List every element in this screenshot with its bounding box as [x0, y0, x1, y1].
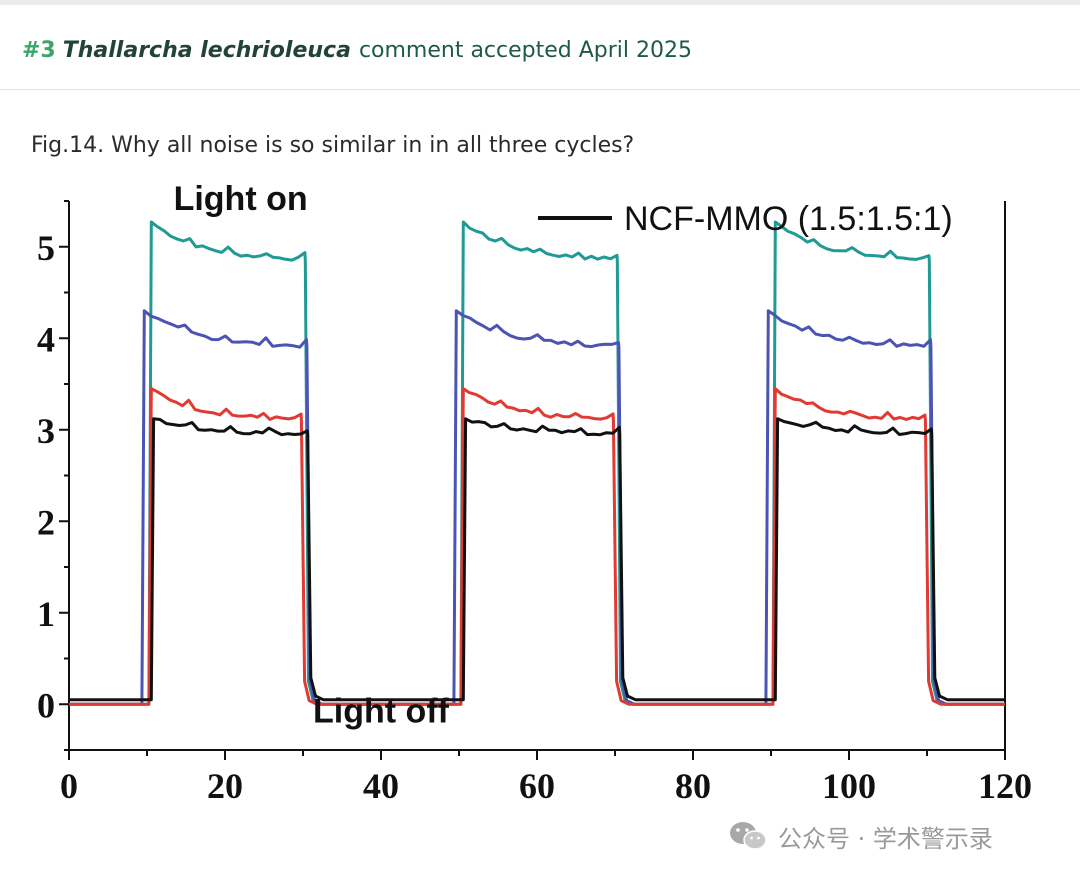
y-tick-label: 0: [37, 685, 55, 725]
comment-number: #3: [22, 37, 56, 63]
series-line-3: [69, 387, 1005, 706]
wechat-icon: [730, 822, 767, 850]
x-tick-label: 120: [978, 766, 1032, 806]
y-tick-label: 4: [37, 319, 55, 359]
x-tick-label: 100: [822, 766, 876, 806]
series-line-2: [69, 309, 1005, 706]
x-tick-label: 20: [207, 766, 243, 806]
legend-label: NCF-MMO (1.5:1.5:1): [624, 200, 953, 238]
comment-header: #3 Thallarcha lechrioleuca comment accep…: [22, 30, 692, 70]
light-off-annotation: Light off: [313, 693, 450, 731]
y-tick-label: 5: [37, 228, 55, 268]
y-tick-label: 1: [37, 594, 55, 634]
x-tick-label: 60: [519, 766, 555, 806]
header-divider: [0, 89, 1080, 90]
watermark-text: 公众号 · 学术警示录: [778, 824, 993, 853]
top-rule: [0, 0, 1080, 5]
series-line-1: [69, 220, 1005, 706]
series-line-4: [69, 417, 1005, 702]
light-on-annotation: Light on: [174, 185, 308, 218]
x-tick-label: 80: [675, 766, 711, 806]
comment-status: comment accepted April 2025: [358, 37, 693, 63]
comment-species: Thallarcha lechrioleuca: [62, 37, 351, 63]
x-tick-label: 40: [363, 766, 399, 806]
x-tick-label: 0: [60, 766, 78, 806]
y-tick-label: 2: [37, 502, 55, 542]
photocurrent-chart: 0 1 2 3 4 5 0 20 40 60 80 100 120 Light on Light off NC…: [37, 185, 1032, 806]
y-tick-label: 3: [37, 411, 55, 451]
figure-caption: Fig.14. Why all noise is so similar in i…: [31, 133, 635, 158]
watermark: 公众号 · 学术警示录: [728, 816, 993, 856]
